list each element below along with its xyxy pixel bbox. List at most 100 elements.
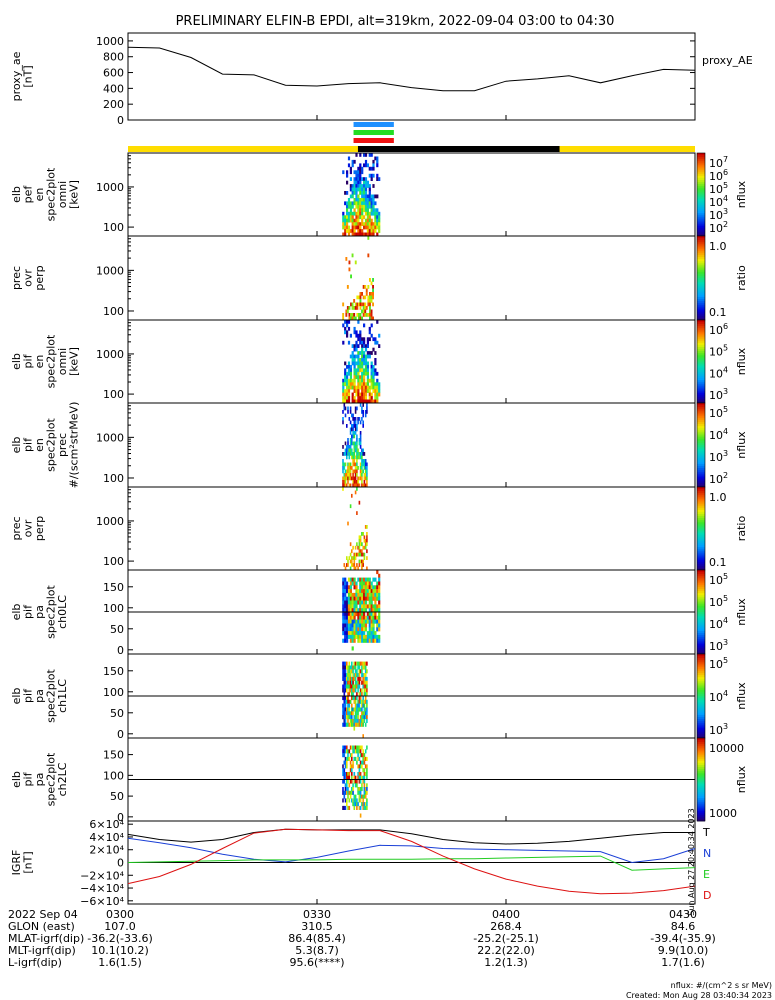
p2-cell bbox=[353, 313, 356, 317]
p7-cell bbox=[343, 711, 346, 716]
p4-cell bbox=[349, 431, 352, 435]
p7-cell bbox=[347, 684, 349, 689]
p4-cell bbox=[357, 466, 359, 470]
p1-cell bbox=[372, 222, 375, 226]
p2-cell bbox=[348, 267, 351, 272]
p2-cell bbox=[346, 309, 349, 314]
p2-cell bbox=[362, 295, 365, 300]
p7-cell bbox=[346, 696, 348, 701]
p1-cell bbox=[355, 173, 358, 178]
p6-cell bbox=[346, 634, 349, 639]
p6-cell bbox=[347, 627, 351, 632]
p3-cell bbox=[342, 389, 345, 393]
p7-cell bbox=[351, 692, 353, 697]
p4-cell bbox=[352, 441, 354, 446]
p8-ylabel-line: ch2LC bbox=[56, 762, 69, 796]
p8-ylabel-line: pif bbox=[22, 771, 35, 786]
p1-cell bbox=[368, 166, 371, 171]
p5-colorbar-step bbox=[697, 534, 705, 538]
p2-colorbar-step bbox=[697, 294, 705, 298]
p1-cell bbox=[372, 208, 375, 213]
p2-cell bbox=[354, 260, 357, 265]
p8-cell bbox=[363, 768, 366, 773]
p4-colorbar-step bbox=[697, 421, 705, 425]
p8-cell bbox=[366, 805, 368, 810]
p1-cell bbox=[376, 232, 379, 237]
igrf-ylabel-line: IGRF bbox=[10, 850, 23, 876]
p1-cell bbox=[357, 211, 360, 216]
p3-cell bbox=[349, 385, 352, 390]
p3-cell bbox=[370, 385, 373, 390]
p7-cell bbox=[353, 684, 356, 689]
p5-cell bbox=[357, 566, 359, 571]
p1-cell bbox=[355, 191, 358, 195]
p7-colorbar-step bbox=[697, 714, 705, 718]
p5-cell bbox=[363, 556, 366, 560]
p3-cell bbox=[363, 358, 366, 362]
p4-colorbar-step bbox=[697, 451, 705, 454]
p6-cell bbox=[349, 585, 352, 590]
p1-cell bbox=[374, 218, 377, 223]
p1-cell bbox=[349, 208, 352, 213]
p3-cell bbox=[363, 399, 366, 404]
p6-cell bbox=[378, 596, 381, 601]
igrf-ytick-label: −4×10⁴ bbox=[80, 882, 124, 895]
p6-cell bbox=[346, 604, 349, 609]
p1-cell bbox=[353, 225, 356, 230]
p4-cell bbox=[349, 448, 352, 453]
p6-cell bbox=[353, 619, 356, 624]
p5-cell bbox=[359, 552, 362, 557]
p5-cell bbox=[366, 556, 368, 560]
p3-cell bbox=[374, 389, 377, 393]
p3-cell bbox=[378, 382, 381, 387]
p7-cell bbox=[348, 722, 351, 727]
p8-cell bbox=[347, 756, 349, 761]
p1-cell bbox=[372, 173, 375, 178]
p3-cell bbox=[363, 340, 366, 345]
p4-cell bbox=[366, 483, 368, 488]
p5-colorbar-step bbox=[697, 489, 705, 492]
p6-cell bbox=[374, 615, 377, 620]
p7-cell bbox=[347, 718, 349, 723]
p1-ylabel-line: pef bbox=[22, 185, 35, 204]
p2-cell bbox=[359, 313, 362, 317]
p7-cell bbox=[354, 684, 357, 689]
p1-cell bbox=[368, 201, 371, 206]
p4-cell bbox=[354, 448, 357, 453]
p3-cell bbox=[346, 389, 349, 393]
p3-cell bbox=[347, 389, 351, 393]
p4-cell bbox=[362, 420, 364, 425]
p1-cell bbox=[363, 232, 366, 237]
p7-cell bbox=[349, 680, 352, 685]
p6-cell bbox=[363, 612, 366, 617]
p4-colorbar-step bbox=[697, 449, 705, 452]
p7-cell bbox=[361, 715, 363, 720]
p7-colorbar-step bbox=[697, 733, 705, 737]
p7-cell bbox=[358, 696, 361, 701]
p4-ylabel-line: en bbox=[33, 438, 46, 452]
p8-colorbar-step bbox=[697, 744, 705, 747]
p4-cell bbox=[363, 466, 366, 470]
p4-cell bbox=[361, 448, 363, 453]
p6-cell bbox=[357, 577, 360, 582]
p3-cell bbox=[370, 323, 373, 328]
p6-cell bbox=[351, 619, 354, 624]
p6-cell bbox=[363, 615, 366, 620]
p6-cell bbox=[351, 592, 354, 597]
p7-colorbar-step bbox=[697, 656, 705, 659]
p3-cell bbox=[351, 361, 354, 366]
p6-colorbar-step bbox=[697, 630, 705, 634]
p6-cell bbox=[351, 577, 354, 582]
p6-cell bbox=[349, 581, 352, 586]
p8-cell bbox=[348, 783, 351, 788]
p6-cell bbox=[376, 596, 379, 601]
p4-cell bbox=[366, 473, 368, 477]
p8-cell bbox=[364, 790, 367, 795]
igrf-series-D bbox=[127, 828, 696, 895]
p7-cell bbox=[346, 711, 348, 716]
p7-cell bbox=[342, 703, 344, 708]
p8-cell bbox=[359, 764, 362, 769]
marker-green-bar bbox=[353, 130, 394, 135]
p4-cell bbox=[348, 476, 351, 481]
